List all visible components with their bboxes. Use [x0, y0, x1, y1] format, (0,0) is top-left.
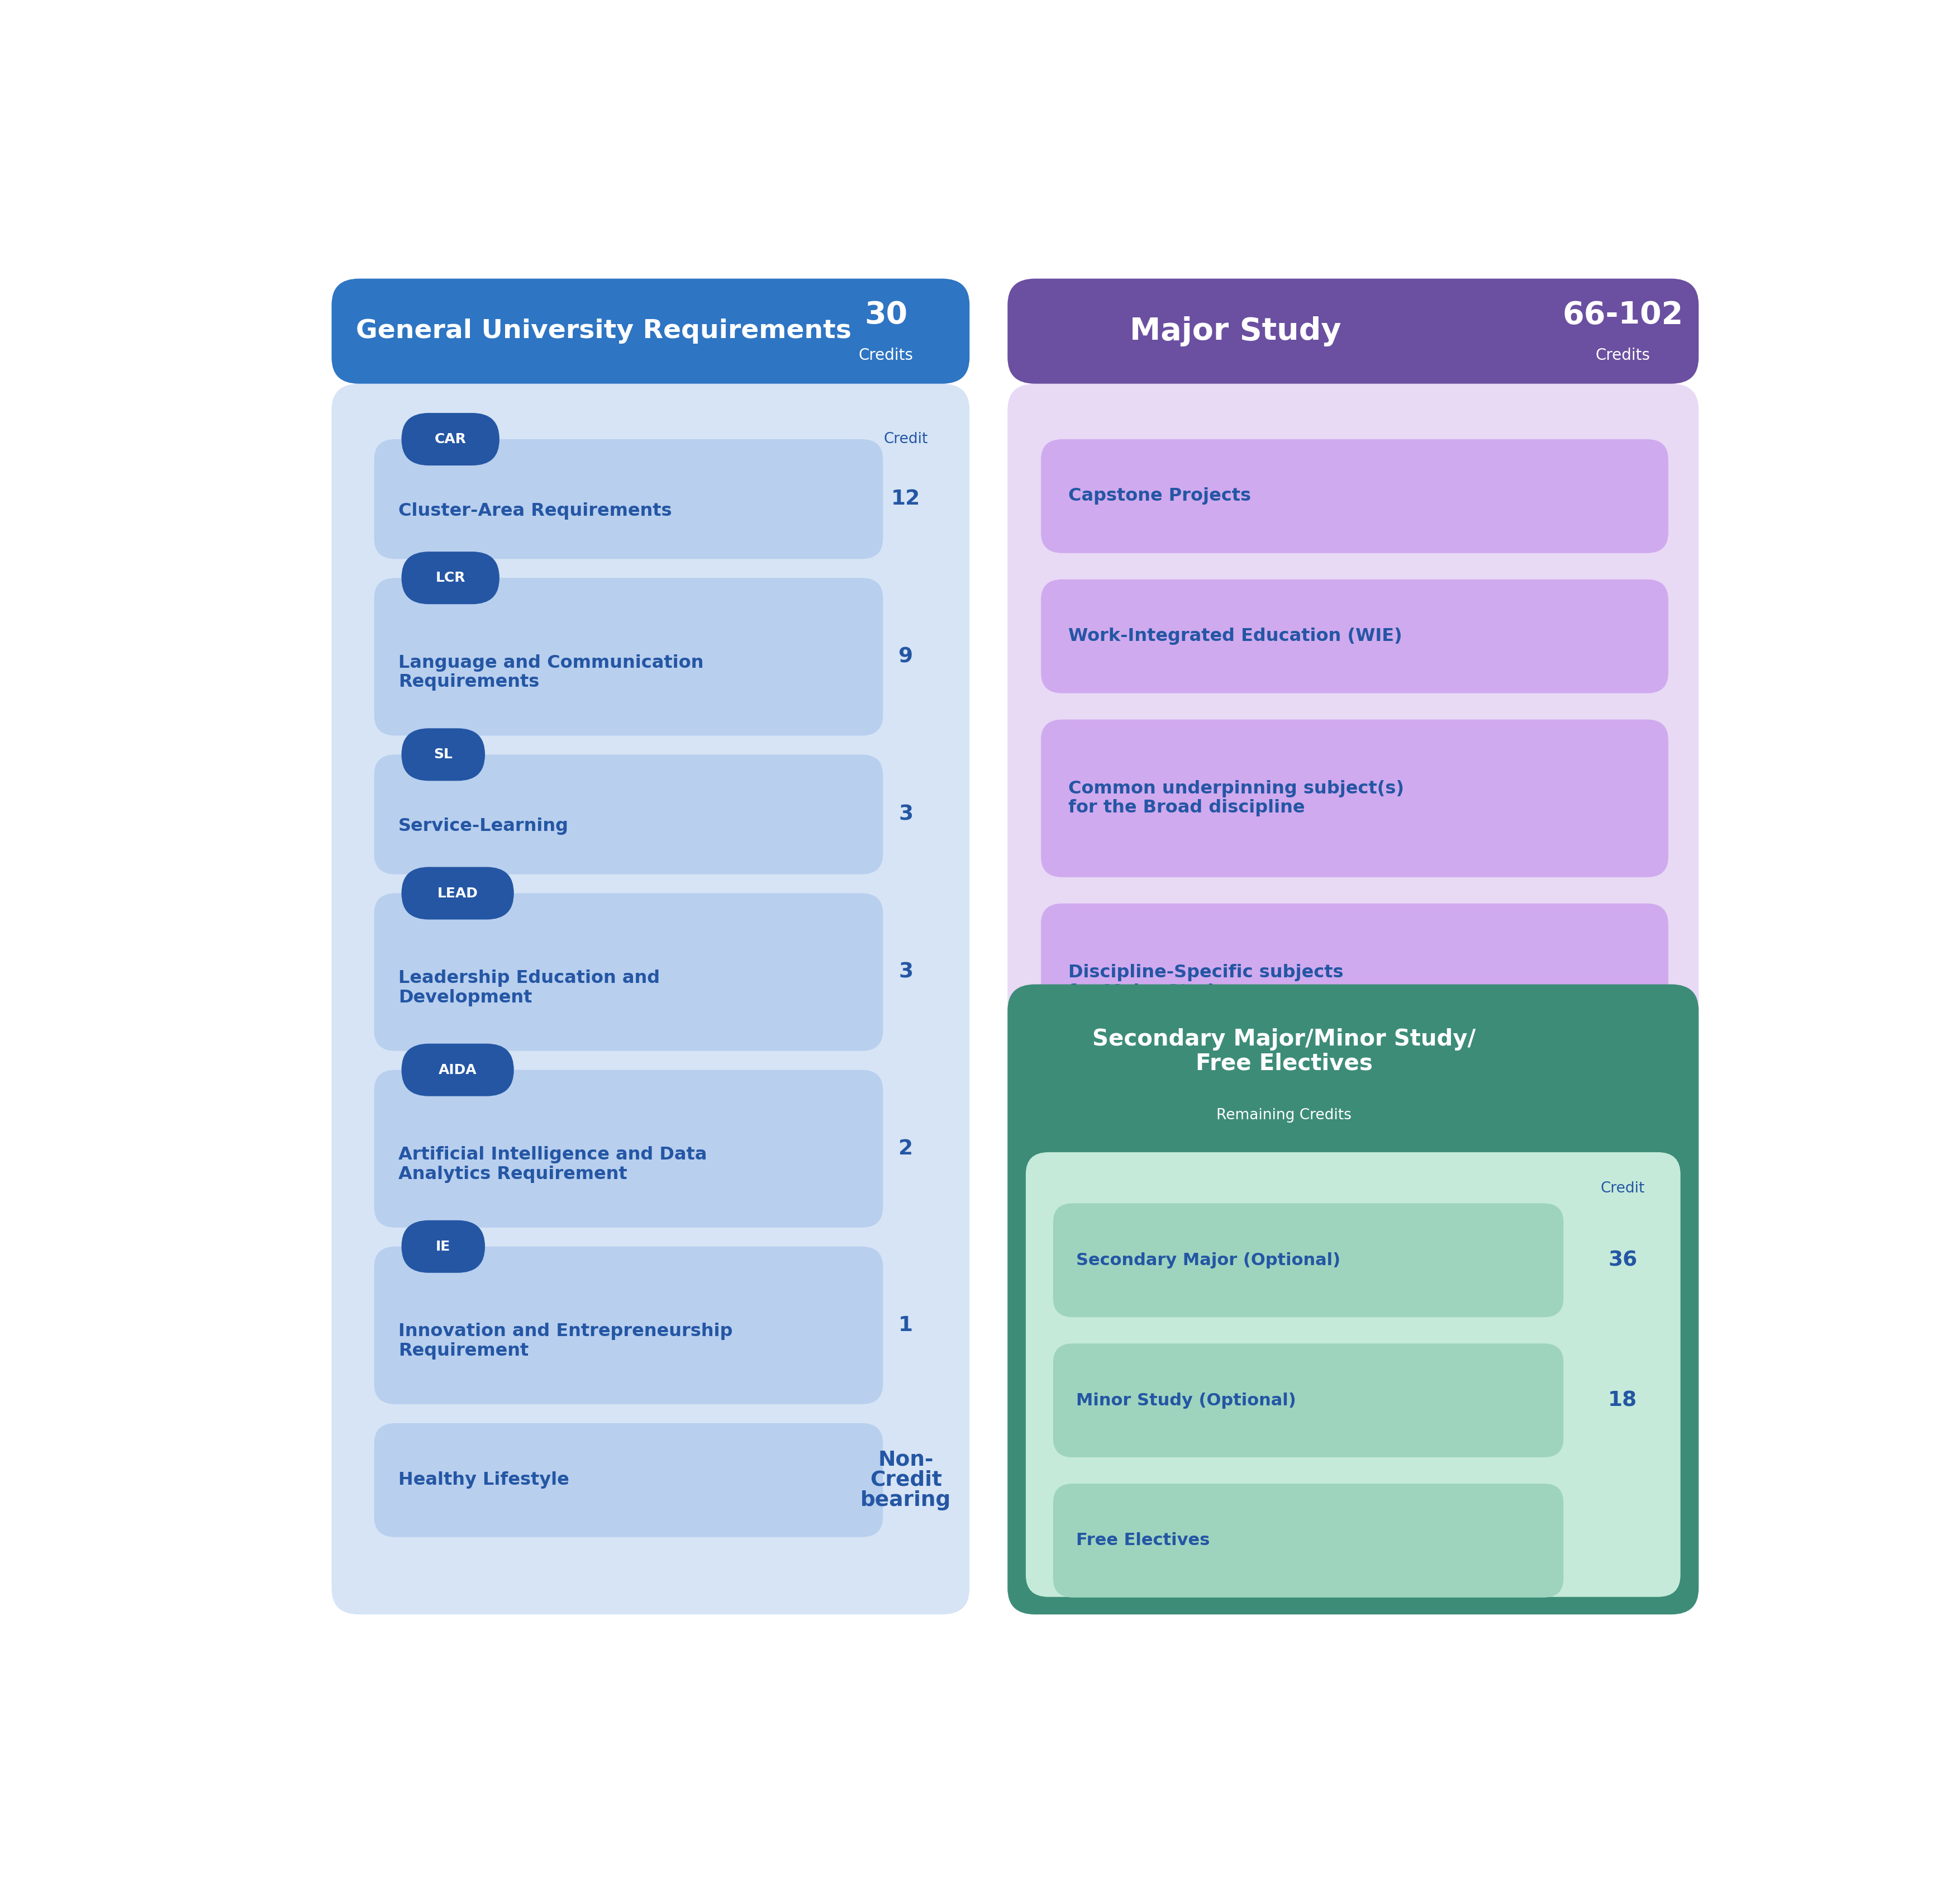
Text: Secondary Major/Minor Study/
Free Electives: Secondary Major/Minor Study/ Free Electi… — [1092, 1028, 1476, 1075]
Text: Include a minimum of 4 credit
Discipline-Specific Language Requirements
(2 credi: Include a minimum of 4 credit Discipline… — [1058, 1096, 1341, 1136]
Text: IE: IE — [435, 1240, 451, 1253]
FancyBboxPatch shape — [1041, 580, 1668, 694]
FancyBboxPatch shape — [1007, 383, 1699, 1613]
Text: Credits: Credits — [1595, 347, 1650, 364]
Text: 36: 36 — [1607, 1249, 1637, 1270]
Text: Common underpinning subject(s)
for the Broad discipline: Common underpinning subject(s) for the B… — [1068, 779, 1403, 817]
Text: Innovation and Entrepreneurship
Requirement: Innovation and Entrepreneurship Requirem… — [398, 1323, 733, 1359]
FancyBboxPatch shape — [374, 755, 882, 874]
Text: AIDA: AIDA — [439, 1064, 476, 1077]
Text: Non-
Credit
bearing: Non- Credit bearing — [860, 1450, 951, 1511]
FancyBboxPatch shape — [1041, 719, 1668, 878]
Text: Secondary Major (Optional): Secondary Major (Optional) — [1076, 1251, 1341, 1268]
Text: 3: 3 — [898, 804, 913, 825]
Text: Service-Learning: Service-Learning — [398, 817, 568, 834]
FancyBboxPatch shape — [1025, 1153, 1680, 1596]
Text: Artificial Intelligence and Data
Analytics Requirement: Artificial Intelligence and Data Analyti… — [398, 1147, 708, 1183]
FancyBboxPatch shape — [374, 440, 882, 559]
FancyBboxPatch shape — [1053, 1344, 1564, 1458]
Text: Credits: Credits — [858, 347, 913, 364]
FancyBboxPatch shape — [1041, 904, 1668, 1062]
FancyBboxPatch shape — [374, 1246, 882, 1405]
Text: Minor Study (Optional): Minor Study (Optional) — [1076, 1392, 1296, 1409]
FancyBboxPatch shape — [374, 893, 882, 1050]
FancyBboxPatch shape — [1053, 1483, 1564, 1598]
FancyBboxPatch shape — [1053, 1204, 1564, 1318]
FancyBboxPatch shape — [374, 578, 882, 736]
FancyBboxPatch shape — [331, 383, 970, 1613]
Text: 66-102: 66-102 — [1562, 300, 1684, 330]
Text: 30: 30 — [864, 300, 907, 330]
FancyBboxPatch shape — [1041, 440, 1668, 554]
Text: LCR: LCR — [435, 571, 465, 584]
Text: Capstone Projects: Capstone Projects — [1068, 487, 1250, 504]
Text: Free Electives: Free Electives — [1076, 1532, 1209, 1549]
Text: Credit: Credit — [884, 432, 927, 447]
Text: Credit: Credit — [1601, 1181, 1644, 1196]
Text: LEAD: LEAD — [437, 887, 478, 901]
FancyBboxPatch shape — [402, 413, 500, 466]
FancyBboxPatch shape — [1007, 984, 1699, 1613]
Text: 3: 3 — [898, 961, 913, 982]
FancyBboxPatch shape — [402, 728, 484, 781]
FancyBboxPatch shape — [374, 1424, 882, 1538]
Text: 12: 12 — [892, 489, 921, 510]
Text: General University Requirements: General University Requirements — [357, 319, 851, 343]
Text: Healthy Lifestyle: Healthy Lifestyle — [398, 1471, 568, 1488]
Text: Work-Integrated Education (WIE): Work-Integrated Education (WIE) — [1068, 628, 1401, 645]
FancyBboxPatch shape — [402, 552, 500, 605]
Text: 1: 1 — [898, 1316, 913, 1335]
Text: 18: 18 — [1607, 1390, 1637, 1411]
Text: Remaining Credits: Remaining Credits — [1217, 1107, 1352, 1122]
Text: Leadership Education and
Development: Leadership Education and Development — [398, 969, 661, 1007]
FancyBboxPatch shape — [402, 1043, 514, 1096]
Text: 9: 9 — [898, 647, 913, 667]
FancyBboxPatch shape — [331, 279, 970, 383]
Text: Cluster-Area Requirements: Cluster-Area Requirements — [398, 502, 672, 520]
Text: CAR: CAR — [435, 432, 466, 446]
Text: Language and Communication
Requirements: Language and Communication Requirements — [398, 654, 704, 690]
Text: SL: SL — [433, 747, 453, 762]
Text: Major Study: Major Study — [1129, 317, 1341, 347]
FancyBboxPatch shape — [1007, 279, 1699, 383]
FancyBboxPatch shape — [402, 866, 514, 920]
Text: 2: 2 — [898, 1139, 913, 1158]
FancyBboxPatch shape — [374, 1069, 882, 1227]
FancyBboxPatch shape — [402, 1221, 484, 1272]
Text: Discipline-Specific subjects
for Major Study: Discipline-Specific subjects for Major S… — [1068, 963, 1343, 1001]
